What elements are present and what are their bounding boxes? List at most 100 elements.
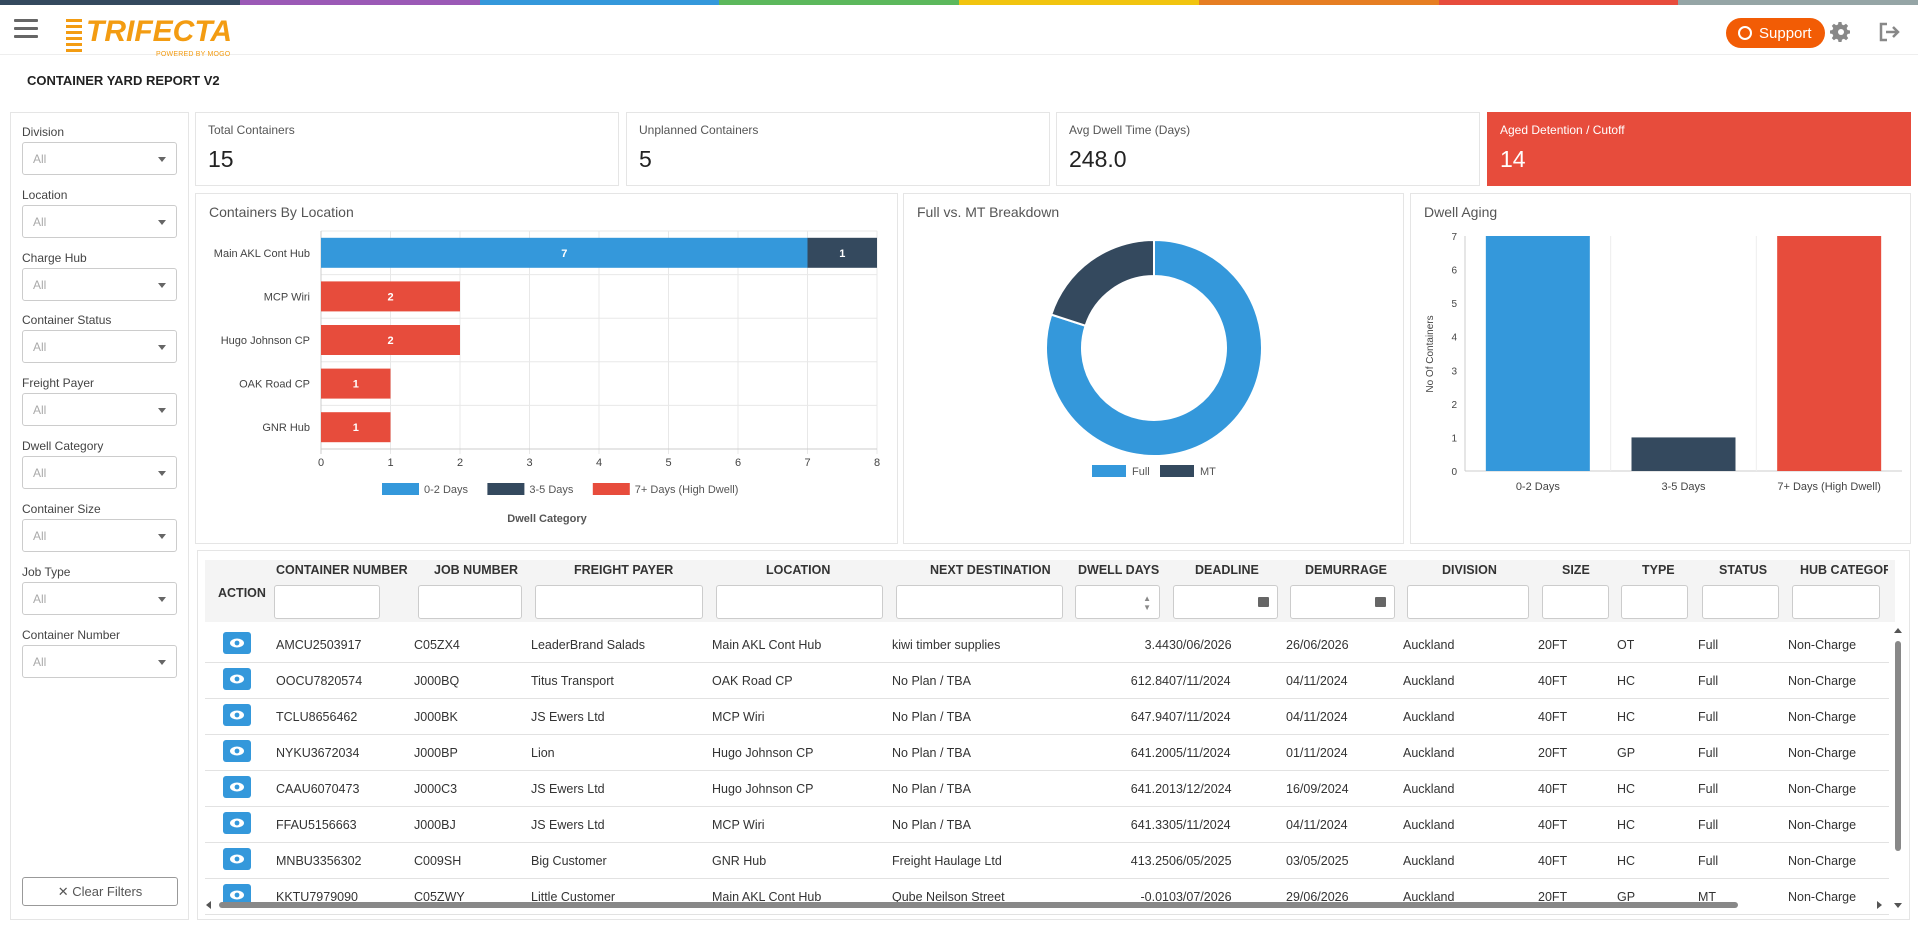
column-header[interactable]: JOB NUMBER xyxy=(434,563,519,577)
column-header[interactable]: LOCATION xyxy=(766,563,831,577)
calendar-icon[interactable] xyxy=(1258,597,1269,607)
vertical-scrollbar[interactable] xyxy=(1892,627,1904,911)
pie-slice[interactable] xyxy=(1045,238,1263,457)
view-button[interactable] xyxy=(223,632,251,654)
cell-next-destination: No Plan / TBA xyxy=(892,746,971,760)
filter-select[interactable]: All xyxy=(22,456,177,489)
bar-segment[interactable] xyxy=(321,412,391,443)
filter-label: Container Status xyxy=(22,313,112,327)
tick-label: 7 xyxy=(804,457,810,469)
bar-segment[interactable] xyxy=(321,325,460,355)
column-header[interactable]: SIZE xyxy=(1562,563,1590,577)
data-label: 2 xyxy=(387,291,393,303)
eye-icon xyxy=(230,710,244,720)
strip-segment xyxy=(1198,0,1439,5)
column-header[interactable]: DWELL DAYS xyxy=(1078,563,1160,577)
calendar-icon[interactable] xyxy=(1375,597,1386,607)
filter-select[interactable]: All xyxy=(22,645,177,678)
legend-swatch[interactable] xyxy=(1092,465,1126,477)
legend-label[interactable]: 3-5 Days xyxy=(529,484,574,496)
spinner-icon[interactable]: ▲ ▼ xyxy=(1143,594,1151,612)
bar[interactable] xyxy=(1485,236,1590,471)
cell-job-number: C05ZWY xyxy=(414,890,465,904)
bar-segment[interactable] xyxy=(321,368,391,399)
filter-select[interactable]: All xyxy=(22,268,177,301)
column-filter-input[interactable] xyxy=(1792,585,1880,619)
column-header[interactable]: DEMURRAGE xyxy=(1305,563,1387,577)
data-label: 7 xyxy=(561,248,567,260)
filter-label: Job Type xyxy=(22,565,71,579)
view-button[interactable] xyxy=(223,668,251,690)
filter-select[interactable]: All xyxy=(22,582,177,615)
pie-slice[interactable] xyxy=(1050,238,1155,328)
legend-label[interactable]: MT xyxy=(1200,466,1216,478)
column-filter-input[interactable] xyxy=(716,585,883,619)
column-filter-input[interactable] xyxy=(418,585,522,619)
column-filter-input[interactable] xyxy=(1542,585,1609,619)
cell-location: GNR Hub xyxy=(712,854,767,868)
menu-icon[interactable] xyxy=(14,19,38,39)
view-button[interactable] xyxy=(223,812,251,834)
column-header[interactable]: FREIGHT PAYER xyxy=(574,563,674,577)
data-label: 1 xyxy=(353,379,359,391)
column-filter-input[interactable] xyxy=(896,585,1063,619)
view-button[interactable] xyxy=(223,848,251,870)
cell-status: Full xyxy=(1698,638,1719,652)
column-filter-input[interactable] xyxy=(274,585,380,619)
column-filter-input[interactable]: ▲ ▼ xyxy=(1075,585,1160,619)
kpi-value: 5 xyxy=(639,146,652,172)
table-row: OOCU7820574 J000BQ Titus Transport OAK Road… xyxy=(205,663,1889,699)
legend-swatch[interactable] xyxy=(487,483,525,495)
column-filter-input[interactable] xyxy=(1173,585,1278,619)
filter-label: Container Size xyxy=(22,502,101,516)
column-header[interactable]: DEADLINE xyxy=(1195,563,1259,577)
bar-segment[interactable] xyxy=(321,237,808,268)
gear-icon[interactable] xyxy=(1829,20,1853,44)
view-button[interactable] xyxy=(223,884,251,906)
column-filter-input[interactable] xyxy=(1621,585,1688,619)
filter-container-size: Container Size All xyxy=(22,502,177,552)
view-button[interactable] xyxy=(223,776,251,798)
column-filter-input[interactable] xyxy=(1407,585,1529,619)
filter-select[interactable]: All xyxy=(22,330,177,363)
legend-label[interactable]: 0-2 Days xyxy=(424,484,469,496)
filter-label: Dwell Category xyxy=(22,439,104,453)
legend-swatch[interactable] xyxy=(1160,465,1194,477)
filter-select[interactable]: All xyxy=(22,205,177,238)
legend-label[interactable]: Full xyxy=(1132,466,1150,478)
chart-title: Dwell Aging xyxy=(1424,204,1498,220)
cell-job-number: J000C3 xyxy=(414,782,458,796)
bar[interactable] xyxy=(1777,236,1882,471)
support-button[interactable]: Support xyxy=(1726,18,1825,48)
horizontal-scrollbar[interactable] xyxy=(205,899,1889,911)
cell-status: Full xyxy=(1698,818,1719,832)
filter-select[interactable]: All xyxy=(22,393,177,426)
cell-type: HC xyxy=(1617,818,1636,832)
filter-select[interactable]: All xyxy=(22,519,177,552)
column-header[interactable]: DIVISION xyxy=(1442,563,1497,577)
legend-label[interactable]: 7+ Days (High Dwell) xyxy=(635,484,739,496)
view-button[interactable] xyxy=(223,740,251,762)
column-header[interactable]: TYPE xyxy=(1642,563,1675,577)
filter-select[interactable]: All xyxy=(22,142,177,175)
column-filter-input[interactable] xyxy=(1702,585,1779,619)
category-label: Main AKL Cont Hub xyxy=(214,248,310,260)
filter-container-status: Container Status All xyxy=(22,313,177,363)
cell-container-number: MNBU3356302 xyxy=(276,854,362,868)
containers-by-location-panel: Containers By Location Main AKL Cont Hub… xyxy=(195,193,898,544)
column-filter-input[interactable] xyxy=(535,585,703,619)
logout-icon[interactable] xyxy=(1877,20,1901,44)
column-header[interactable]: NEXT DESTINATION xyxy=(930,563,1051,577)
bar-segment[interactable] xyxy=(807,237,878,268)
view-button[interactable] xyxy=(223,704,251,726)
column-filter-input[interactable] xyxy=(1290,585,1395,619)
column-header[interactable]: STATUS xyxy=(1719,563,1768,577)
column-header[interactable]: CONTAINER NUMBER xyxy=(276,563,408,577)
legend-swatch[interactable] xyxy=(382,483,419,495)
bar[interactable] xyxy=(1631,437,1736,471)
headset-icon xyxy=(1738,26,1752,40)
clear-filters-button[interactable]: ✕ Clear Filters xyxy=(22,877,178,906)
column-header[interactable]: HUB CATEGOR xyxy=(1800,563,1888,577)
legend-swatch[interactable] xyxy=(592,483,630,495)
bar-segment[interactable] xyxy=(321,281,460,312)
